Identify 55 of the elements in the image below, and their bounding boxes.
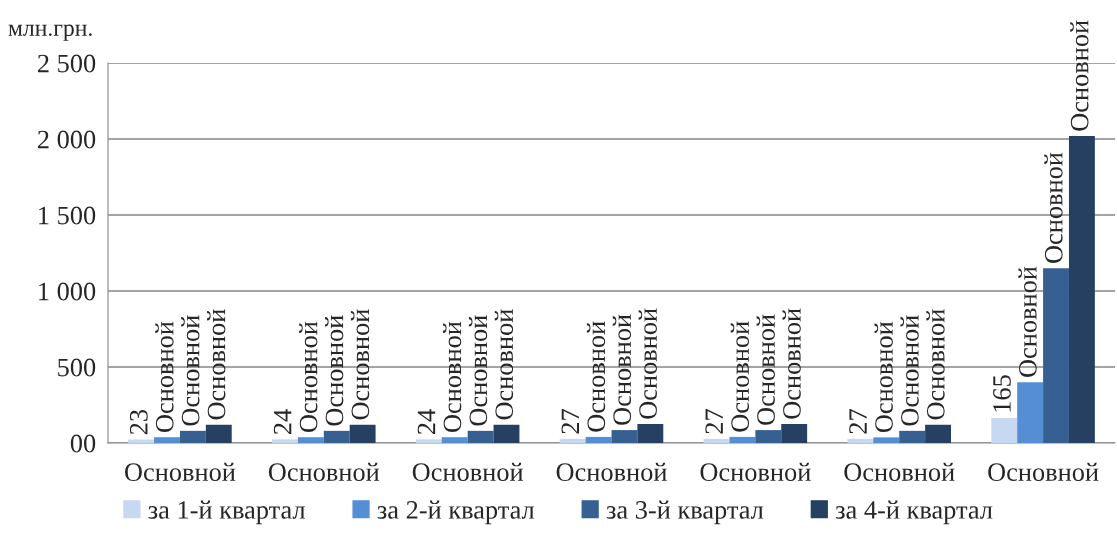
bar (323, 430, 350, 443)
data-label: 27 (705, 409, 723, 434)
legend-label: за 3-й квартал (606, 500, 764, 525)
bar (585, 436, 612, 443)
bar (781, 424, 808, 443)
bar (179, 430, 206, 443)
bar (637, 424, 664, 443)
data-label: 27 (849, 409, 867, 434)
data-label: 165 (993, 375, 1011, 412)
x-tick-label: Основной (844, 462, 955, 482)
bar (925, 424, 951, 443)
bar (703, 438, 730, 443)
bar (847, 438, 874, 443)
y-tick-label: 00 (70, 434, 96, 453)
data-label: 23 (129, 409, 148, 435)
x-tick-label: Основной (700, 462, 811, 482)
x-tick-label: Основной (556, 462, 667, 482)
bar (272, 439, 298, 443)
bar (349, 424, 376, 443)
data-label: 24 (417, 409, 436, 435)
bar (1043, 268, 1069, 443)
bar (415, 439, 442, 443)
legend-label: за 4-й квартал (835, 500, 993, 525)
bar (873, 437, 900, 443)
y-tick-label: 2 500 (37, 54, 96, 73)
data-label: Основной (1018, 266, 1037, 377)
bar (559, 438, 586, 443)
data-label: Основной (1044, 152, 1063, 263)
y-tick-label: 500 (58, 358, 96, 377)
y-tick-label: 1 000 (39, 282, 96, 301)
bar (1068, 135, 1095, 443)
x-tick-label: Основной (988, 462, 1099, 482)
x-tick-label: Основной (125, 462, 236, 482)
data-label: 24 (273, 409, 292, 435)
bar (205, 424, 232, 443)
bar (441, 437, 468, 443)
x-tick-label: Основной (268, 462, 380, 482)
bar (297, 437, 324, 443)
bar (755, 430, 782, 443)
bar (899, 430, 926, 443)
bar (991, 417, 1018, 443)
bar (493, 424, 520, 443)
y-axis-title: млн.грн. (8, 24, 92, 41)
bar (611, 430, 638, 443)
bar (154, 437, 180, 443)
bar (1017, 382, 1044, 443)
bar (729, 436, 756, 443)
data-label: Основной (1070, 20, 1089, 131)
data-label: 27 (561, 409, 579, 434)
y-tick-label: 2 000 (37, 130, 96, 149)
x-tick-label: Основной (412, 462, 524, 482)
legend-label: за 2-й квартал (377, 500, 535, 525)
bar (467, 430, 494, 443)
y-tick-label: 1 500 (39, 206, 96, 225)
legend-label: за 1-й квартал (148, 500, 305, 525)
